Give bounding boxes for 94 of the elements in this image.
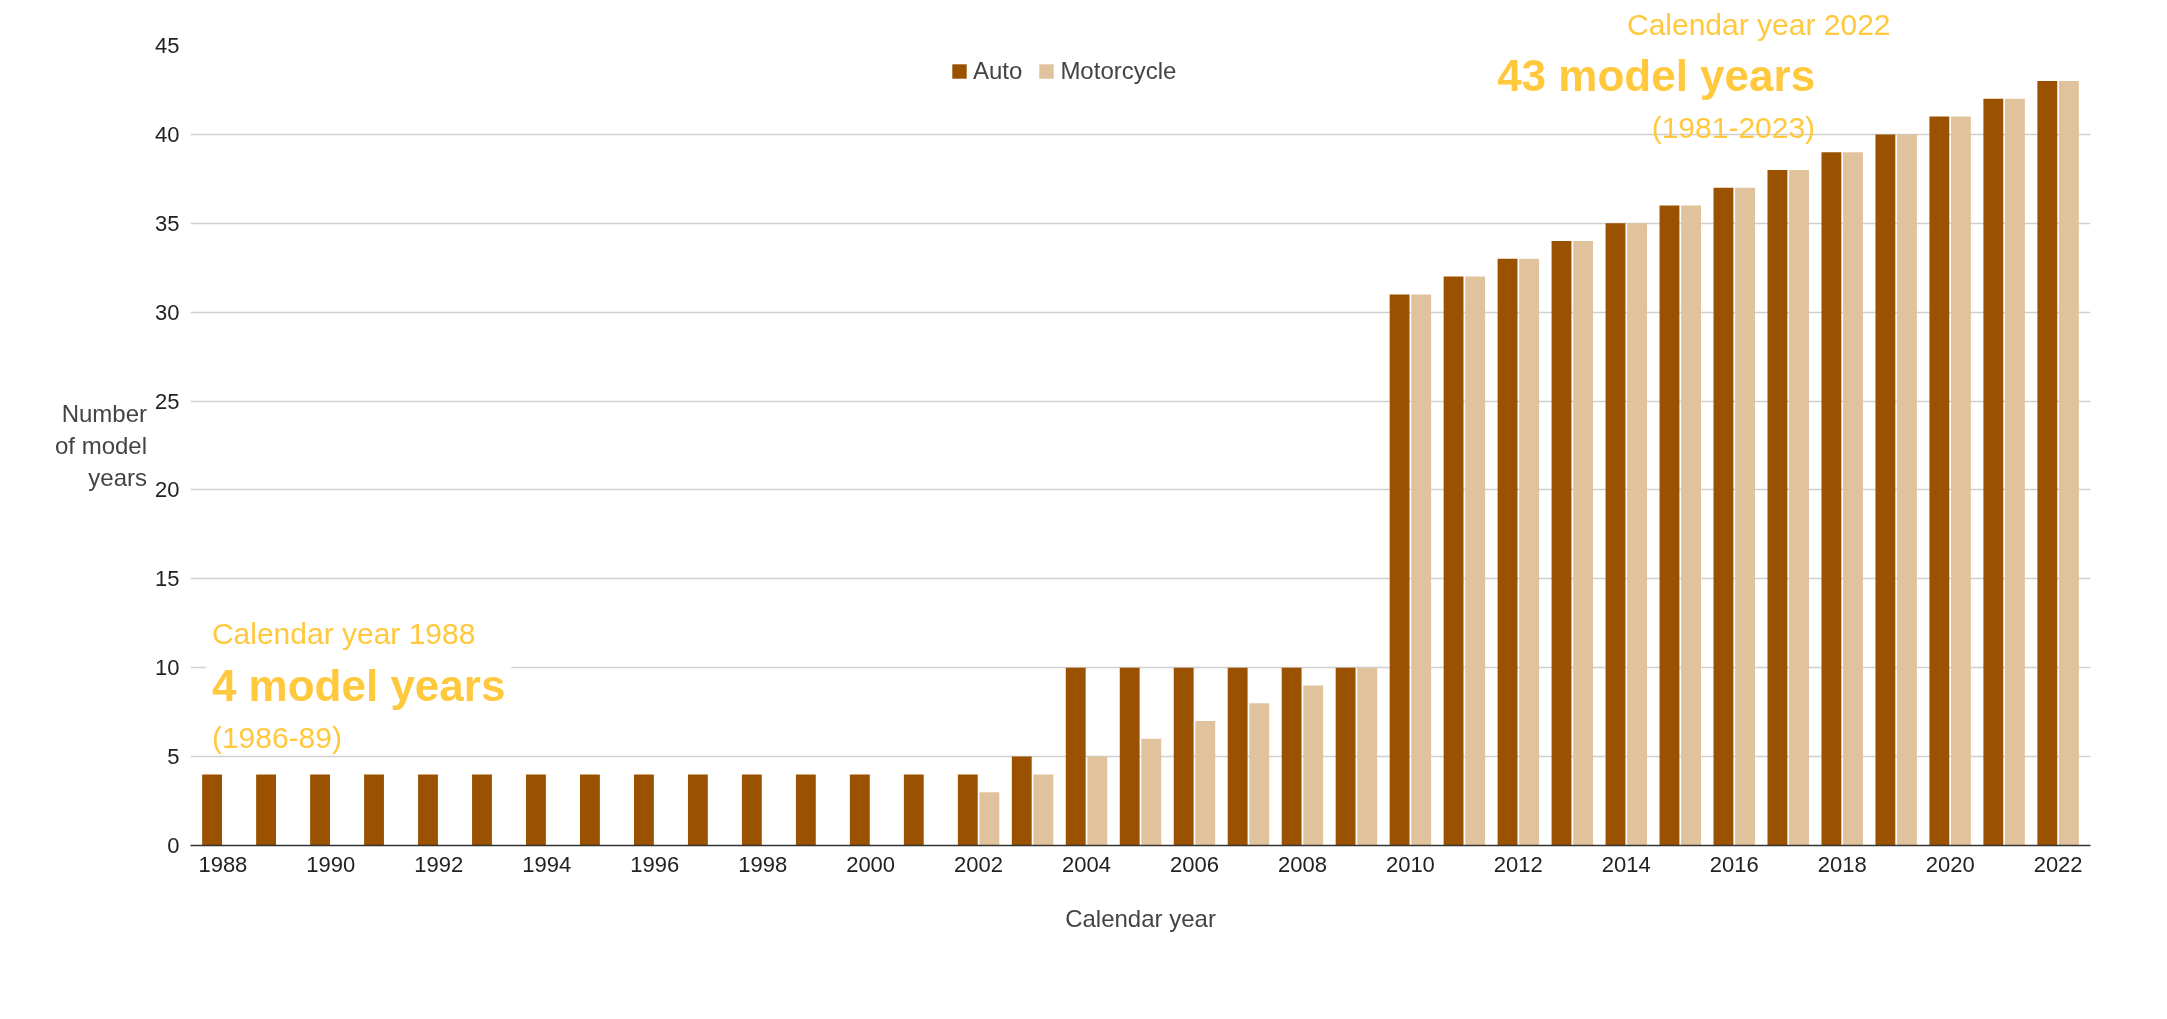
x-tick-label: 1998 bbox=[738, 851, 788, 877]
y-axis-title: Number of model years bbox=[54, 399, 148, 492]
bar bbox=[1465, 276, 1486, 846]
x-tick-label: 2006 bbox=[1170, 851, 1219, 877]
bar bbox=[256, 774, 276, 846]
x-tick-label: 2020 bbox=[1925, 851, 1975, 877]
x-tick-label: 2018 bbox=[1817, 851, 1867, 877]
bar bbox=[1983, 98, 2004, 846]
y-tick-label: 10 bbox=[155, 655, 180, 681]
bar bbox=[1119, 667, 1140, 846]
x-tick-label: 1992 bbox=[414, 851, 464, 877]
bar bbox=[526, 774, 546, 846]
x-axis-title: Calendar year bbox=[1065, 904, 1216, 932]
x-tick-label: 2008 bbox=[1277, 851, 1327, 877]
bar bbox=[1929, 116, 1950, 846]
bar bbox=[1065, 667, 1086, 846]
bar bbox=[1011, 756, 1032, 846]
bar bbox=[580, 774, 600, 846]
bar bbox=[1821, 152, 1842, 846]
x-tick-label: 2012 bbox=[1493, 851, 1543, 877]
y-tick-label: 15 bbox=[155, 566, 180, 592]
bar bbox=[1875, 134, 1896, 846]
bar bbox=[903, 774, 924, 846]
bar bbox=[1087, 756, 1108, 846]
bar bbox=[1735, 187, 1755, 846]
bar bbox=[1443, 276, 1464, 846]
bar bbox=[1227, 667, 1248, 846]
x-tick-label: 1994 bbox=[522, 851, 572, 877]
bar bbox=[1195, 721, 1216, 846]
bar bbox=[979, 792, 1000, 846]
bar bbox=[1789, 169, 1809, 846]
x-tick-label: 1988 bbox=[198, 851, 248, 877]
x-tick-label: 2022 bbox=[2033, 851, 2083, 877]
bar bbox=[687, 774, 708, 846]
bar bbox=[1411, 294, 1432, 846]
bar bbox=[1281, 667, 1302, 846]
x-tick-label: 2000 bbox=[846, 851, 896, 877]
bar bbox=[795, 774, 816, 846]
bar bbox=[472, 774, 492, 846]
bar bbox=[1605, 223, 1626, 846]
y-tick-label: 5 bbox=[167, 744, 180, 770]
bar bbox=[1767, 169, 1788, 846]
bar bbox=[1951, 116, 1971, 846]
bar bbox=[1573, 241, 1594, 846]
bar bbox=[1335, 667, 1356, 846]
bar bbox=[849, 774, 870, 846]
bar bbox=[418, 774, 438, 846]
x-tick-label: 2002 bbox=[954, 851, 1004, 877]
y-tick-label: 45 bbox=[155, 33, 180, 58]
x-tick-label: 2014 bbox=[1601, 851, 1651, 877]
y-tick-label: 30 bbox=[155, 299, 180, 325]
legend-label: Auto bbox=[973, 57, 1023, 85]
bar bbox=[1681, 205, 1701, 846]
bar bbox=[1843, 152, 1863, 846]
bar bbox=[202, 774, 223, 846]
bar bbox=[364, 774, 384, 846]
text: Calendar year 2022 bbox=[1626, 7, 1891, 41]
y-tick-label: 25 bbox=[155, 388, 180, 414]
bar bbox=[1713, 187, 1734, 846]
bar bbox=[1551, 241, 1572, 846]
bar bbox=[1141, 738, 1162, 846]
bar bbox=[1389, 294, 1410, 846]
bar bbox=[2037, 81, 2058, 846]
annotation: (1986-89) bbox=[211, 721, 342, 754]
x-tick-label: 1996 bbox=[630, 851, 680, 877]
y-tick-label: 35 bbox=[155, 210, 180, 236]
bar bbox=[1303, 685, 1324, 846]
annotation: 43 model years bbox=[1497, 51, 1816, 100]
bar bbox=[957, 774, 978, 846]
bar bbox=[633, 774, 654, 846]
y-tick-label: 40 bbox=[155, 121, 180, 147]
x-tick-label: 2010 bbox=[1385, 851, 1435, 877]
bar bbox=[1497, 258, 1518, 846]
bar bbox=[1033, 774, 1054, 846]
annotation: 4 model years bbox=[211, 661, 506, 710]
bar bbox=[1173, 667, 1194, 846]
bar bbox=[1897, 134, 1917, 846]
bar bbox=[1249, 703, 1270, 846]
y-tick-label: 20 bbox=[155, 477, 180, 503]
x-tick-label: 1990 bbox=[306, 851, 356, 877]
bar bbox=[2005, 98, 2025, 846]
x-tick-label: 2004 bbox=[1062, 851, 1112, 877]
bar bbox=[310, 774, 330, 846]
bar bbox=[1659, 205, 1680, 846]
annotation: (1981-2023) bbox=[1651, 111, 1816, 144]
bar bbox=[741, 774, 762, 846]
y-tick-label: 0 bbox=[167, 833, 180, 858]
bar bbox=[2058, 81, 2079, 846]
bar bbox=[1357, 667, 1378, 846]
legend-label: Motorcycle bbox=[1060, 57, 1177, 85]
annotation: Calendar year 1988 bbox=[211, 617, 476, 650]
bar bbox=[1519, 258, 1540, 846]
bar bbox=[1627, 223, 1648, 846]
x-tick-label: 2016 bbox=[1709, 851, 1759, 877]
